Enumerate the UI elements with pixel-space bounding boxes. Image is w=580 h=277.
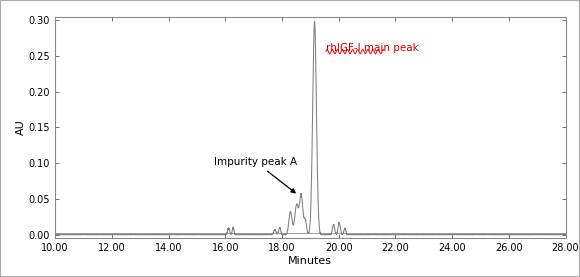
Text: rhIGF-I main peak: rhIGF-I main peak (326, 43, 419, 53)
Text: Impurity peak A: Impurity peak A (214, 157, 297, 193)
X-axis label: Minutes: Minutes (288, 256, 332, 266)
Y-axis label: AU: AU (16, 120, 26, 135)
